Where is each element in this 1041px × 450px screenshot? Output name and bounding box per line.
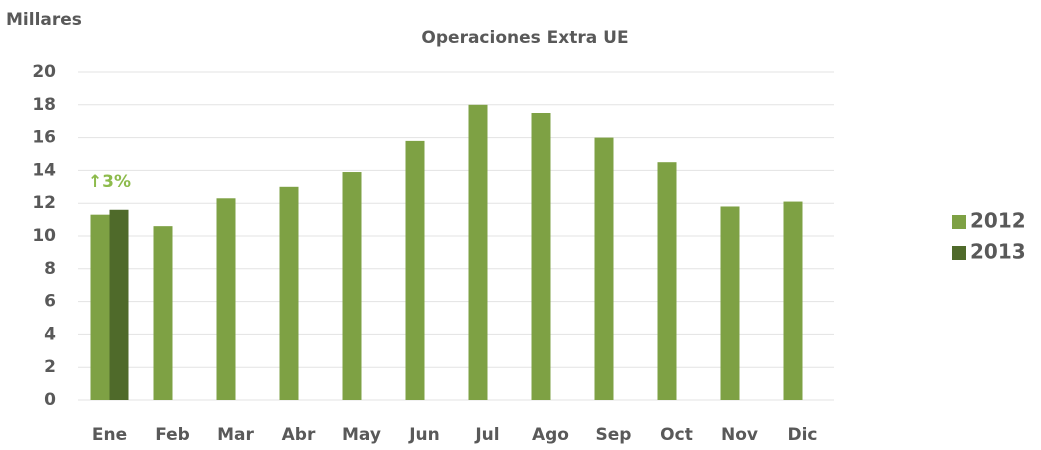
bar xyxy=(405,140,425,400)
bar xyxy=(594,137,614,400)
bar xyxy=(720,206,740,400)
x-tick-label: Ene xyxy=(92,425,127,445)
y-tick-label: 18 xyxy=(32,95,56,115)
annotation: ↑3% xyxy=(88,172,131,192)
x-tick-label: Jun xyxy=(408,425,440,445)
x-tick-label: Oct xyxy=(660,425,693,445)
legend-swatch xyxy=(952,215,966,229)
legend-label: 2012 xyxy=(970,209,1026,233)
bar xyxy=(531,113,551,400)
bar xyxy=(468,104,488,401)
legend-label: 2013 xyxy=(970,240,1026,264)
x-tick-label: Feb xyxy=(155,425,190,445)
chart-title: Operaciones Extra UE xyxy=(421,28,628,48)
bar xyxy=(216,198,236,400)
x-tick-label: Jul xyxy=(474,425,499,445)
x-tick-label: Abr xyxy=(282,425,316,445)
y-tick-label: 4 xyxy=(44,324,56,344)
bar xyxy=(153,226,173,400)
y-tick-label: 16 xyxy=(32,128,56,148)
x-tick-label: May xyxy=(342,425,381,445)
y-tick-label: 6 xyxy=(44,292,56,312)
bar xyxy=(657,162,677,400)
bar xyxy=(342,172,362,400)
y-axis-label: Millares xyxy=(6,10,82,30)
y-tick-label: 8 xyxy=(44,259,56,279)
x-tick-label: Ago xyxy=(532,425,569,445)
bar xyxy=(783,201,803,400)
y-tick-label: 20 xyxy=(32,62,56,82)
bar xyxy=(279,186,299,400)
x-tick-label: Dic xyxy=(787,425,817,445)
y-tick-label: 12 xyxy=(32,193,56,213)
x-tick-label: Mar xyxy=(217,425,254,445)
y-tick-label: 0 xyxy=(44,390,56,410)
x-tick-label: Nov xyxy=(721,425,758,445)
y-tick-label: 10 xyxy=(32,226,56,246)
bar xyxy=(90,214,110,400)
legend-swatch xyxy=(952,246,966,260)
y-tick-label: 2 xyxy=(44,357,56,377)
bar xyxy=(109,209,129,400)
y-tick-label: 14 xyxy=(32,160,56,180)
x-tick-label: Sep xyxy=(596,425,632,445)
